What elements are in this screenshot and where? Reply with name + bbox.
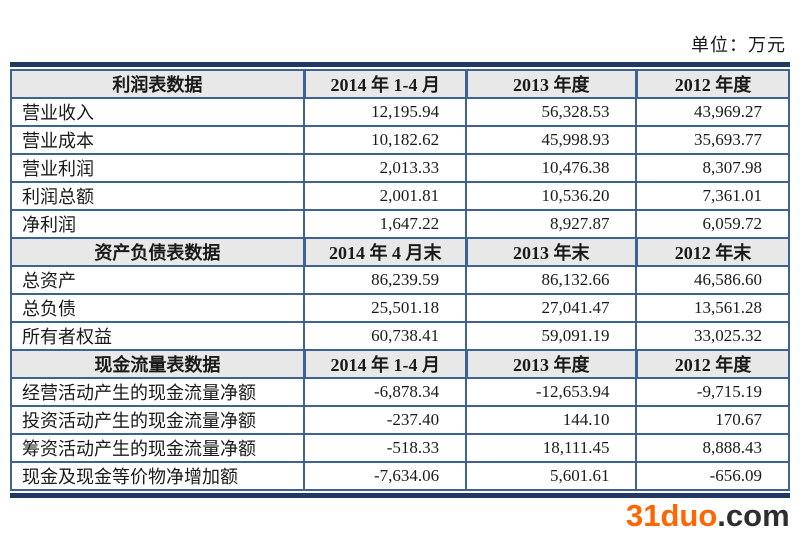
table-row: 总资产 86,239.59 86,132.66 46,586.60: [9, 265, 790, 295]
section-header-row: 现金流量表数据 2014 年 1-4 月 2013 年度 2012 年度: [9, 349, 790, 379]
row-label: 利润总额: [9, 181, 306, 211]
cell-value: 1,647.22: [303, 209, 468, 239]
table-top-border: [10, 62, 790, 67]
row-label: 所有者权益: [9, 321, 306, 351]
cash-flow-section: 现金流量表数据 2014 年 1-4 月 2013 年度 2012 年度 经营活…: [9, 349, 790, 491]
financial-table: 利润表数据 2014 年 1-4 月 2013 年度 2012 年度 营业收入 …: [9, 62, 790, 498]
table-row: 筹资活动产生的现金流量净额 -518.33 18,111.45 8,888.43: [9, 433, 790, 463]
watermark-brand: 31duo: [626, 498, 718, 533]
cell-value: 10,476.38: [465, 153, 638, 183]
table-row: 投资活动产生的现金流量净额 -237.40 144.10 170.67: [9, 405, 790, 435]
cell-value: 33,025.32: [635, 321, 790, 351]
balance-sheet-section: 资产负债表数据 2014 年 4 月末 2013 年末 2012 年末 总资产 …: [9, 237, 790, 351]
row-label: 筹资活动产生的现金流量净额: [9, 433, 306, 463]
cell-value: 8,307.98: [635, 153, 790, 183]
cell-value: 35,693.77: [635, 125, 790, 155]
column-header: 2012 年度: [634, 69, 790, 99]
column-header: 2014 年 4 月末: [302, 237, 468, 267]
cell-value: -518.33: [303, 433, 468, 463]
cell-value: 12,195.94: [303, 97, 468, 127]
section-title: 利润表数据: [9, 69, 306, 99]
row-label: 营业收入: [9, 97, 306, 127]
cell-value: 56,328.53: [465, 97, 638, 127]
watermark-suffix: .com: [717, 498, 790, 533]
cell-value: 25,501.18: [303, 293, 468, 323]
cell-value: -9,715.19: [635, 377, 790, 407]
cell-value: 27,041.47: [465, 293, 638, 323]
section-header-row: 资产负债表数据 2014 年 4 月末 2013 年末 2012 年末: [9, 237, 790, 267]
cell-value: 5,601.61: [465, 461, 638, 491]
cell-value: 10,536.20: [465, 181, 638, 211]
cell-value: 13,561.28: [635, 293, 790, 323]
table-row: 总负债 25,501.18 27,041.47 13,561.28: [9, 293, 790, 323]
column-header: 2013 年末: [464, 237, 638, 267]
column-header: 2012 年末: [634, 237, 790, 267]
cell-value: 170.67: [635, 405, 790, 435]
cell-value: -6,878.34: [303, 377, 468, 407]
row-label: 总资产: [9, 265, 306, 295]
column-header: 2014 年 1-4 月: [302, 69, 468, 99]
section-title: 资产负债表数据: [9, 237, 306, 267]
cell-value: -7,634.06: [303, 461, 468, 491]
financial-summary-table: 利润表数据 2014 年 1-4 月 2013 年度 2012 年度 营业收入 …: [9, 69, 790, 491]
cell-value: 18,111.45: [465, 433, 638, 463]
row-label: 现金及现金等价物净增加额: [9, 461, 306, 491]
income-statement-section: 利润表数据 2014 年 1-4 月 2013 年度 2012 年度 营业收入 …: [9, 69, 790, 239]
column-header: 2013 年度: [464, 69, 638, 99]
unit-label: 单位：万元: [691, 35, 786, 55]
cell-value: 43,969.27: [635, 97, 790, 127]
column-header: 2014 年 1-4 月: [302, 349, 468, 379]
table-row: 营业成本 10,182.62 45,998.93 35,693.77: [9, 125, 790, 155]
cell-value: 6,059.72: [635, 209, 790, 239]
table-row: 净利润 1,647.22 8,927.87 6,059.72: [9, 209, 790, 239]
table-row: 所有者权益 60,738.41 59,091.19 33,025.32: [9, 321, 790, 351]
cell-value: 86,239.59: [303, 265, 468, 295]
cell-value: 59,091.19: [465, 321, 638, 351]
section-title: 现金流量表数据: [9, 349, 306, 379]
row-label: 净利润: [9, 209, 306, 239]
table-bottom-border: [10, 493, 790, 498]
cell-value: 144.10: [465, 405, 638, 435]
table-row: 营业收入 12,195.94 56,328.53 43,969.27: [9, 97, 790, 127]
cell-value: 8,927.87: [465, 209, 638, 239]
cell-value: 2,013.33: [303, 153, 468, 183]
table-row: 营业利润 2,013.33 10,476.38 8,307.98: [9, 153, 790, 183]
row-label: 营业成本: [9, 125, 306, 155]
section-header-row: 利润表数据 2014 年 1-4 月 2013 年度 2012 年度: [9, 69, 790, 99]
row-label: 总负债: [9, 293, 306, 323]
table-row: 现金及现金等价物净增加额 -7,634.06 5,601.61 -656.09: [9, 461, 790, 491]
cell-value: 45,998.93: [465, 125, 638, 155]
cell-value: 2,001.81: [303, 181, 468, 211]
row-label: 经营活动产生的现金流量净额: [9, 377, 306, 407]
column-header: 2012 年度: [634, 349, 790, 379]
cell-value: -12,653.94: [465, 377, 638, 407]
row-label: 投资活动产生的现金流量净额: [9, 405, 306, 435]
row-label: 营业利润: [9, 153, 306, 183]
cell-value: 8,888.43: [635, 433, 790, 463]
cell-value: -656.09: [635, 461, 790, 491]
cell-value: 60,738.41: [303, 321, 468, 351]
site-watermark: 31duo.com: [626, 498, 790, 534]
table-row: 利润总额 2,001.81 10,536.20 7,361.01: [9, 181, 790, 211]
cell-value: 7,361.01: [635, 181, 790, 211]
cell-value: -237.40: [303, 405, 468, 435]
column-header: 2013 年度: [464, 349, 638, 379]
cell-value: 10,182.62: [303, 125, 468, 155]
cell-value: 86,132.66: [465, 265, 638, 295]
table-row: 经营活动产生的现金流量净额 -6,878.34 -12,653.94 -9,71…: [9, 377, 790, 407]
cell-value: 46,586.60: [635, 265, 790, 295]
